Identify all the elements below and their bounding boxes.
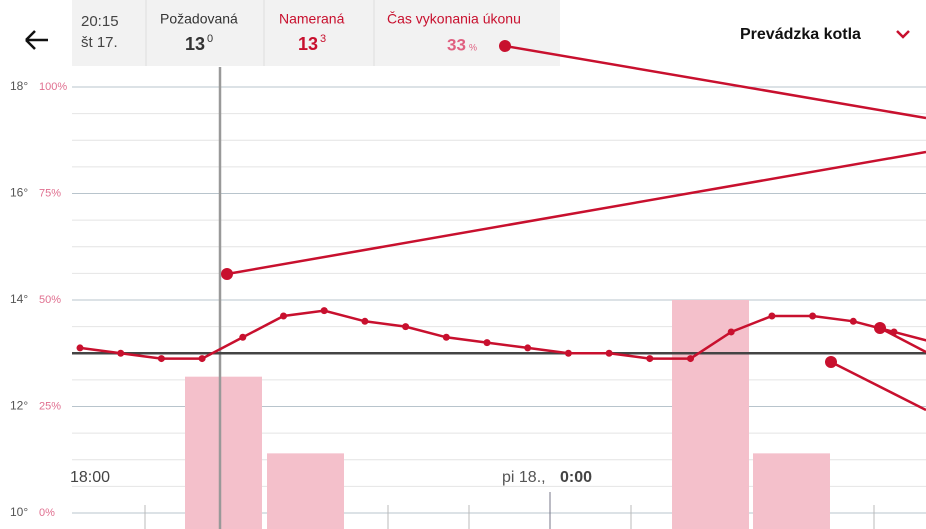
annotation-line (879, 326, 926, 354)
duty-bar (753, 453, 830, 529)
temp-tick-label: 12° (10, 399, 28, 413)
x-label: pi 18., (502, 469, 546, 486)
temp-point (76, 344, 84, 352)
temp-point (768, 312, 776, 320)
temp-point (198, 355, 206, 363)
required-label: Požadovaná (160, 11, 238, 27)
annotation-line (226, 150, 926, 276)
temp-point (605, 349, 613, 357)
annotations (221, 40, 926, 412)
temp-point (402, 323, 410, 331)
temp-line (79, 309, 926, 360)
annotation-line (504, 44, 926, 120)
pct-tick-label: 100% (39, 81, 67, 93)
measured-decimal: 3 (320, 33, 326, 45)
annotation-dot (825, 356, 837, 368)
temp-tick-label: 10° (10, 505, 28, 519)
temp-point (320, 307, 328, 315)
temp-point (442, 333, 450, 341)
measured-value: 13 (298, 34, 318, 54)
temp-tick-label: 14° (10, 292, 28, 306)
dropdown-arrow[interactable] (896, 30, 910, 39)
annotation-dot (221, 268, 233, 280)
temp-point (849, 317, 857, 325)
header-panel (72, 0, 560, 66)
annotation-dot (499, 40, 511, 52)
duty-bar (672, 300, 749, 529)
pct-tick-label: 50% (39, 294, 61, 306)
duty-label: Čas vykonania úkonu (387, 11, 521, 27)
temp-point (564, 349, 572, 357)
mode-selector[interactable]: Prevádzka kotla (740, 26, 861, 43)
day: št 17. (81, 34, 118, 51)
temp-point (157, 355, 165, 363)
back-button[interactable] (25, 30, 48, 50)
temp-point (687, 355, 694, 363)
duty-bar (185, 376, 262, 529)
required-value: 13 (185, 34, 205, 54)
temp-point (361, 317, 369, 325)
time: 20:15 (81, 13, 119, 30)
temp-tick-label: 16° (10, 186, 28, 200)
duty-unit: % (469, 42, 477, 52)
duty-bar (267, 453, 344, 529)
measured-label: Nameraná (279, 11, 345, 27)
temp-point (117, 349, 125, 357)
x-label: 0:00 (560, 469, 592, 486)
temp-tick-label: 18° (10, 79, 28, 93)
annotation-line (830, 360, 926, 412)
temp-point (280, 312, 287, 320)
temp-point (646, 355, 654, 363)
pct-tick-label: 25% (39, 400, 61, 412)
temp-point (727, 328, 735, 336)
required-decimal: 0 (207, 33, 213, 45)
pct-tick-label: 0% (39, 507, 55, 519)
temp-point (483, 339, 491, 347)
plot: 18° 16° 14° 12° 10° 100% 75% 50% 25% 0% 18:00 pi 18… (10, 67, 926, 529)
annotation-dot (874, 322, 886, 334)
temp-point (524, 344, 532, 352)
x-label: 18:00 (70, 469, 110, 486)
pct-tick-label: 75% (39, 187, 61, 199)
temp-point (809, 312, 817, 320)
duty-value: 33 (447, 35, 466, 54)
temp-point (239, 333, 247, 341)
